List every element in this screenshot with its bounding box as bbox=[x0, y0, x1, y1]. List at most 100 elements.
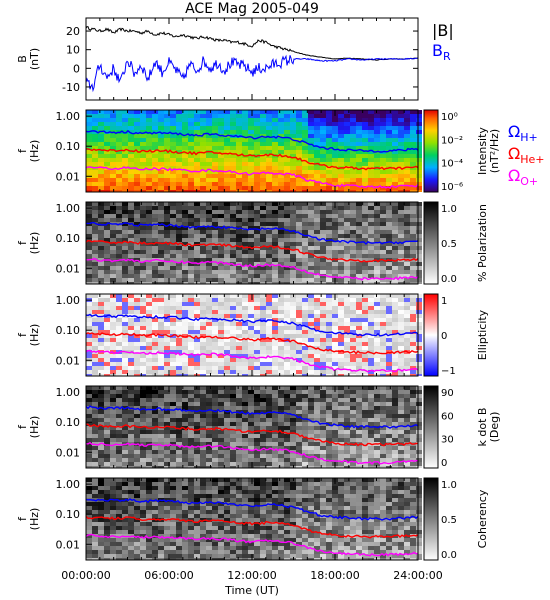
heatmap-cell bbox=[356, 354, 362, 358]
heatmap-cell bbox=[218, 366, 224, 370]
heatmap-cell bbox=[308, 358, 314, 362]
heatmap-cell bbox=[140, 430, 146, 434]
heatmap-cell bbox=[242, 366, 248, 370]
heatmap-cell bbox=[260, 466, 266, 468]
heatmap-cell bbox=[134, 178, 140, 182]
heatmap-cell bbox=[92, 310, 98, 314]
heatmap-cell bbox=[92, 258, 98, 262]
heatmap-cell bbox=[122, 134, 128, 138]
heatmap-cell bbox=[410, 250, 416, 254]
y-axis-label: (Hz) bbox=[28, 232, 41, 255]
heatmap-cell bbox=[248, 170, 254, 174]
heatmap-cell bbox=[356, 422, 362, 426]
colorbar-label: Ellipticity bbox=[476, 309, 489, 360]
heatmap-cell bbox=[134, 138, 140, 142]
heatmap-cell bbox=[224, 354, 230, 358]
heatmap-cell bbox=[224, 442, 230, 446]
heatmap-cell bbox=[176, 278, 182, 282]
heatmap-cell bbox=[194, 446, 200, 450]
heatmap-cell bbox=[296, 402, 302, 406]
heatmap-cell bbox=[320, 162, 326, 166]
heatmap-cell bbox=[146, 374, 152, 376]
heatmap-cell bbox=[332, 126, 338, 130]
heatmap-cell bbox=[200, 398, 206, 402]
heatmap-cell bbox=[152, 182, 158, 186]
heatmap-cell bbox=[374, 206, 380, 210]
heatmap-cell bbox=[302, 354, 308, 358]
heatmap-cell bbox=[116, 394, 122, 398]
heatmap-cell bbox=[344, 294, 350, 298]
heatmap-cell bbox=[290, 358, 296, 362]
heatmap-cell bbox=[212, 350, 218, 354]
heatmap-cell bbox=[182, 254, 188, 258]
heatmap-cell bbox=[176, 274, 182, 278]
heatmap-cell bbox=[296, 302, 302, 306]
heatmap-cell bbox=[164, 118, 170, 122]
heatmap-cell bbox=[236, 358, 242, 362]
heatmap-cell bbox=[374, 454, 380, 458]
heatmap-cell bbox=[272, 206, 278, 210]
heatmap-cell bbox=[212, 234, 218, 238]
heatmap-cell bbox=[92, 334, 98, 338]
heatmap-cell bbox=[284, 458, 290, 462]
heatmap-cell bbox=[278, 234, 284, 238]
heatmap-cell bbox=[284, 274, 290, 278]
heatmap-cell bbox=[290, 270, 296, 274]
heatmap-cell bbox=[146, 142, 152, 146]
heatmap-cell bbox=[164, 186, 170, 190]
heatmap-cell bbox=[200, 322, 206, 326]
heatmap-cell bbox=[326, 430, 332, 434]
heatmap-cell bbox=[86, 218, 92, 222]
heatmap-cell bbox=[248, 218, 254, 222]
heatmap-cell bbox=[374, 222, 380, 226]
heatmap-cell bbox=[170, 178, 176, 182]
heatmap-cell bbox=[374, 354, 380, 358]
heatmap-cell bbox=[302, 138, 308, 142]
heatmap-cell bbox=[248, 158, 254, 162]
heatmap-cell bbox=[182, 282, 188, 284]
heatmap-cell bbox=[104, 394, 110, 398]
heatmap-cell bbox=[140, 178, 146, 182]
heatmap-cell bbox=[386, 446, 392, 450]
heatmap-cell bbox=[416, 222, 422, 226]
heatmap-cell bbox=[122, 342, 128, 346]
heatmap-cell bbox=[230, 398, 236, 402]
heatmap-cell bbox=[326, 434, 332, 438]
heatmap-cell bbox=[296, 182, 302, 186]
heatmap-cell bbox=[398, 222, 404, 226]
heatmap-cell bbox=[380, 138, 386, 142]
heatmap-cell bbox=[392, 342, 398, 346]
heatmap-cell bbox=[188, 426, 194, 430]
heatmap-cell bbox=[308, 406, 314, 410]
heatmap-cell bbox=[338, 362, 344, 366]
heatmap-cell bbox=[278, 314, 284, 318]
heatmap-cell bbox=[356, 158, 362, 162]
heatmap-cell bbox=[386, 370, 392, 374]
heatmap-cell bbox=[410, 162, 416, 166]
heatmap-cell bbox=[278, 266, 284, 270]
heatmap-cell bbox=[284, 170, 290, 174]
heatmap-cell bbox=[272, 386, 278, 390]
heatmap-cell bbox=[86, 146, 92, 150]
heatmap-cell bbox=[368, 330, 374, 334]
heatmap-cell bbox=[200, 310, 206, 314]
heatmap-cell bbox=[296, 262, 302, 266]
heatmap-cell bbox=[98, 234, 104, 238]
heatmap-cell bbox=[278, 298, 284, 302]
heatmap-cell bbox=[134, 366, 140, 370]
heatmap-cell bbox=[188, 462, 194, 466]
heatmap-cell bbox=[254, 350, 260, 354]
heatmap-cell bbox=[380, 418, 386, 422]
legend-omega-subscript: H+ bbox=[520, 131, 538, 144]
heatmap-cell bbox=[296, 390, 302, 394]
heatmap-cell bbox=[86, 210, 92, 214]
heatmap-cell bbox=[266, 254, 272, 258]
heatmap-cell bbox=[308, 210, 314, 214]
heatmap-cell bbox=[398, 330, 404, 334]
heatmap-cell bbox=[188, 282, 194, 284]
heatmap-cell bbox=[380, 254, 386, 258]
heatmap-cell bbox=[272, 162, 278, 166]
heatmap-cell bbox=[410, 230, 416, 234]
heatmap-cell bbox=[86, 454, 92, 458]
heatmap-cell bbox=[164, 226, 170, 230]
